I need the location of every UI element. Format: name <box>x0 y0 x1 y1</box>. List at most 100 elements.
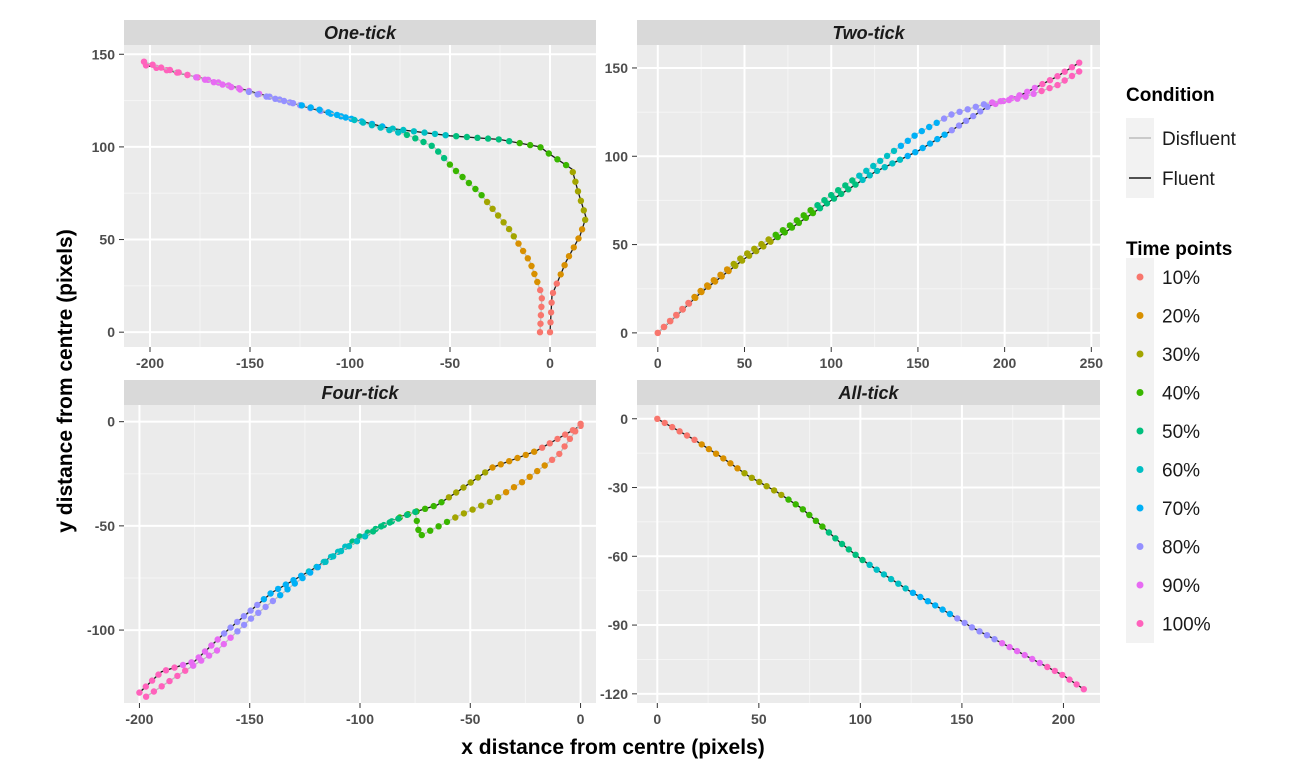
trajectory-point <box>537 286 544 294</box>
trajectory-point <box>136 689 143 696</box>
trajectory-point <box>155 671 162 678</box>
trajectory-point <box>158 683 165 690</box>
trajectory-point <box>548 299 555 306</box>
trajectory-point <box>412 508 419 516</box>
trajectory-point <box>1031 84 1039 92</box>
x-tick-label: 100 <box>820 355 844 371</box>
trajectory-point <box>536 329 544 336</box>
trajectory-point <box>902 585 909 592</box>
trajectory-point <box>445 494 453 501</box>
trajectory-point <box>418 531 425 539</box>
panel-strip <box>124 380 596 405</box>
trajectory-point <box>472 185 479 193</box>
trajectory-point <box>941 131 948 138</box>
trajectory-point <box>932 602 939 609</box>
trajectory-point <box>554 156 561 163</box>
legend-condition-label: Fluent <box>1162 169 1216 190</box>
trajectory-point <box>150 688 158 695</box>
trajectory-point <box>538 295 545 302</box>
trajectory-point <box>299 574 306 582</box>
trajectory-point <box>269 597 277 605</box>
trajectory-point <box>968 624 976 631</box>
trajectory-point <box>704 282 711 289</box>
trajectory-point <box>174 672 181 680</box>
legend-condition-label: Disfluent <box>1162 129 1237 150</box>
y-tick-label: 150 <box>605 60 629 76</box>
trajectory-point <box>946 610 954 618</box>
trajectory-point <box>948 127 955 134</box>
trajectory-point <box>442 132 449 139</box>
trajectory-point <box>307 104 314 111</box>
trajectory-point <box>785 496 792 503</box>
x-tick-label: 150 <box>950 711 974 727</box>
panel-strip <box>124 20 596 45</box>
x-tick-label: -150 <box>236 355 264 371</box>
trajectory-point <box>333 111 341 119</box>
legend-key-point <box>1136 350 1144 358</box>
trajectory-point <box>403 131 411 139</box>
legend-key-point <box>1136 312 1144 319</box>
y-tick-label: -120 <box>600 686 628 702</box>
trajectory-point <box>812 517 820 524</box>
trajectory-point <box>562 431 569 438</box>
trajectory-point <box>478 502 485 509</box>
trajectory-point <box>353 538 361 545</box>
trajectory-point <box>737 255 744 262</box>
trajectory-point <box>220 630 228 637</box>
x-tick-label: 0 <box>654 355 662 371</box>
trajectory-point <box>459 173 466 181</box>
legend-key-point <box>1136 581 1144 589</box>
trajectory-point <box>712 450 720 457</box>
trajectory-point <box>142 683 149 690</box>
trajectory-point <box>983 632 991 639</box>
trajectory-point <box>272 95 279 103</box>
y-tick-label: 0 <box>107 324 115 340</box>
trajectory-point <box>698 441 705 448</box>
y-tick-label: -90 <box>608 617 628 633</box>
trajectory-point <box>519 247 527 255</box>
trajectory-point <box>1005 96 1013 104</box>
trajectory-point <box>1029 655 1036 663</box>
trajectory-point <box>683 432 691 439</box>
trajectory-point <box>506 138 513 145</box>
trajectory-point <box>325 109 332 116</box>
trajectory-point <box>814 202 821 209</box>
trajectory-point <box>1013 647 1021 655</box>
y-axis-title: y distance from centre (pixels) <box>54 229 77 532</box>
x-tick-label: 0 <box>546 355 554 371</box>
y-tick-label: 100 <box>605 148 629 164</box>
legend-timepoint-label: 100% <box>1162 615 1211 636</box>
trajectory-point <box>531 270 538 278</box>
trajectory-point <box>234 618 241 626</box>
trajectory-point <box>452 167 460 175</box>
trajectory-point <box>205 652 213 659</box>
trajectory-point <box>654 415 661 422</box>
trajectory-point <box>1076 59 1083 66</box>
trajectory-point <box>748 474 755 481</box>
trajectory-point <box>1073 681 1080 688</box>
trajectory-point <box>227 634 234 641</box>
trajectory-point <box>228 83 235 91</box>
trajectory-point <box>577 197 585 204</box>
trajectory-point <box>1076 68 1083 75</box>
x-tick-label: 150 <box>906 355 930 371</box>
trajectory-point <box>859 556 866 564</box>
trajectory-point <box>415 526 422 533</box>
trajectory-point <box>828 191 835 199</box>
trajectory-point <box>772 231 779 238</box>
trajectory-point <box>516 139 523 147</box>
trajectory-point <box>531 448 538 455</box>
trajectory-point <box>666 317 674 325</box>
trajectory-point <box>359 119 367 126</box>
trajectory-point <box>377 124 384 131</box>
trajectory-point <box>467 479 474 486</box>
legend-key-point <box>1136 620 1144 627</box>
trajectory-point <box>924 598 931 605</box>
trajectory-point <box>673 311 680 319</box>
trajectory-point <box>219 81 226 88</box>
trajectory-point <box>166 677 173 685</box>
trajectory-point <box>778 491 785 499</box>
trajectory-point <box>316 106 323 113</box>
trajectory-point <box>940 115 948 122</box>
trajectory-point <box>351 116 358 124</box>
